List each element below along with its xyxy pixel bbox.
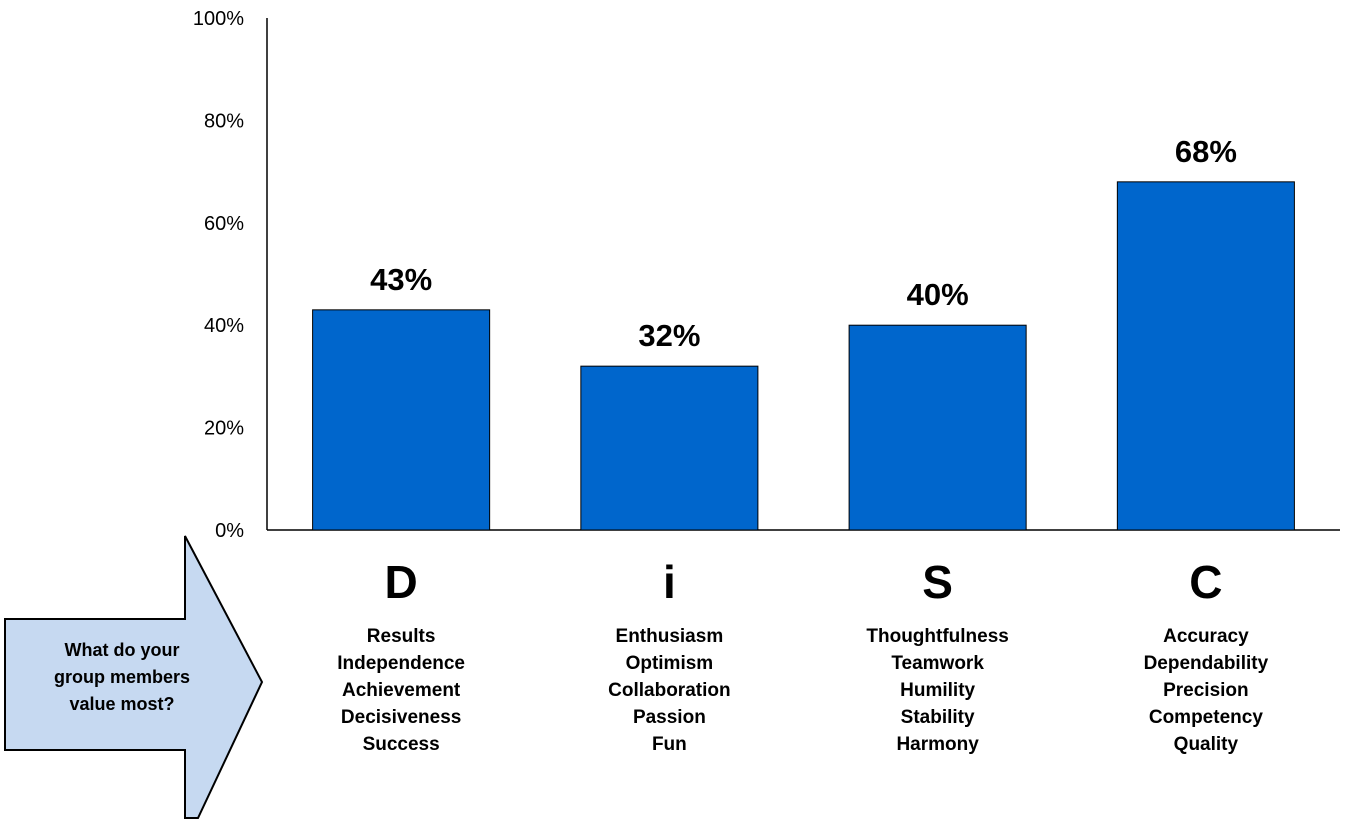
category-value-word: Stability <box>901 707 975 728</box>
category-value-word: Accuracy <box>1163 626 1249 647</box>
data-label: 40% <box>907 277 969 312</box>
category-value-word: Competency <box>1149 707 1263 728</box>
category-value-word: Collaboration <box>608 680 730 701</box>
category-value-word: Precision <box>1163 680 1249 701</box>
y-tick-labels: 0% 20% 40% 60% 80% 100% <box>193 8 244 542</box>
category-value-word: Achievement <box>342 680 461 701</box>
category-value-word: Decisiveness <box>341 707 461 728</box>
category-label: C <box>1189 556 1222 608</box>
callout-arrow-shape <box>4 535 264 819</box>
category-value-word: Enthusiasm <box>616 626 724 647</box>
y-tick-label: 0% <box>215 520 244 542</box>
y-tick-label: 40% <box>204 315 244 337</box>
category-label: S <box>922 556 953 608</box>
callout-text-line: What do your <box>65 640 180 660</box>
bar <box>848 324 1027 531</box>
y-tick-label: 80% <box>204 110 244 132</box>
category-value-word: Optimism <box>626 653 714 674</box>
category-value-word: Results <box>367 626 436 647</box>
category-value-word: Harmony <box>896 734 979 755</box>
callout-arrow: What do your group members value most? <box>4 535 264 819</box>
category-value-word: Success <box>363 734 440 755</box>
data-label: 32% <box>638 318 700 353</box>
callout-text-line: value most? <box>69 694 174 714</box>
category-label: D <box>385 556 418 608</box>
bar <box>312 309 491 531</box>
bar <box>580 365 759 531</box>
category-value-word: Quality <box>1174 734 1239 755</box>
category-label: i <box>663 556 676 608</box>
callout-text-line: group members <box>54 667 190 687</box>
category-value-word: Fun <box>652 734 687 755</box>
y-tick-label: 100% <box>193 8 244 30</box>
y-tick-label: 20% <box>204 418 244 440</box>
y-tick-label: 60% <box>204 213 244 235</box>
category-value-lists: Results Independence Achievement Decisivene… <box>337 626 1268 755</box>
category-value-word: Independence <box>337 653 465 674</box>
bar <box>1116 181 1295 531</box>
data-labels: 43% 32% 40% 68% <box>370 134 1237 353</box>
data-label: 43% <box>370 262 432 297</box>
category-value-word: Thoughtfulness <box>866 626 1008 647</box>
category-value-word: Passion <box>633 707 706 728</box>
bars <box>312 181 1295 531</box>
category-value-word: Dependability <box>1144 653 1269 674</box>
category-value-word: Teamwork <box>891 653 984 674</box>
category-value-word: Humility <box>900 680 975 701</box>
data-label: 68% <box>1175 134 1237 169</box>
